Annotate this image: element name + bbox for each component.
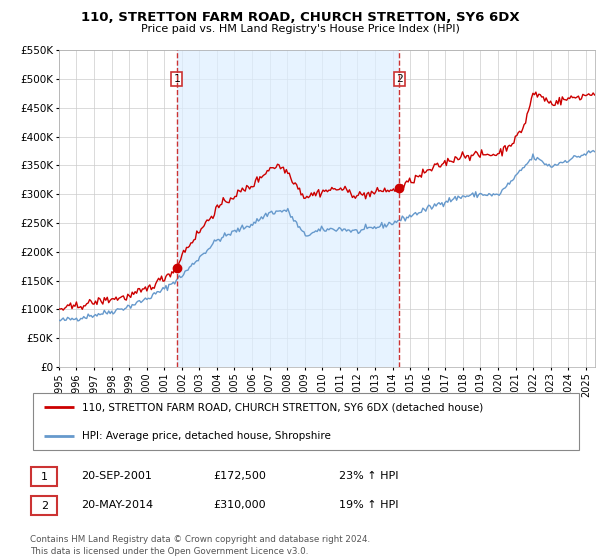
- Text: Price paid vs. HM Land Registry's House Price Index (HPI): Price paid vs. HM Land Registry's House …: [140, 24, 460, 34]
- FancyBboxPatch shape: [31, 496, 58, 515]
- Text: 110, STRETTON FARM ROAD, CHURCH STRETTON, SY6 6DX: 110, STRETTON FARM ROAD, CHURCH STRETTON…: [80, 11, 520, 24]
- Text: 2: 2: [41, 501, 48, 511]
- Text: 23% ↑ HPI: 23% ↑ HPI: [339, 471, 398, 481]
- Text: 20-MAY-2014: 20-MAY-2014: [81, 500, 153, 510]
- Text: 1: 1: [173, 74, 180, 84]
- Text: 2: 2: [396, 74, 403, 84]
- Text: £172,500: £172,500: [213, 471, 266, 481]
- Text: 1: 1: [41, 472, 48, 482]
- Text: £310,000: £310,000: [213, 500, 266, 510]
- Text: HPI: Average price, detached house, Shropshire: HPI: Average price, detached house, Shro…: [82, 431, 331, 441]
- Text: 20-SEP-2001: 20-SEP-2001: [81, 471, 152, 481]
- Bar: [177, 50, 399, 367]
- FancyBboxPatch shape: [33, 393, 579, 450]
- Text: 19% ↑ HPI: 19% ↑ HPI: [339, 500, 398, 510]
- Text: Contains HM Land Registry data © Crown copyright and database right 2024.
This d: Contains HM Land Registry data © Crown c…: [30, 535, 370, 556]
- FancyBboxPatch shape: [31, 467, 58, 486]
- Text: 110, STRETTON FARM ROAD, CHURCH STRETTON, SY6 6DX (detached house): 110, STRETTON FARM ROAD, CHURCH STRETTON…: [82, 402, 484, 412]
